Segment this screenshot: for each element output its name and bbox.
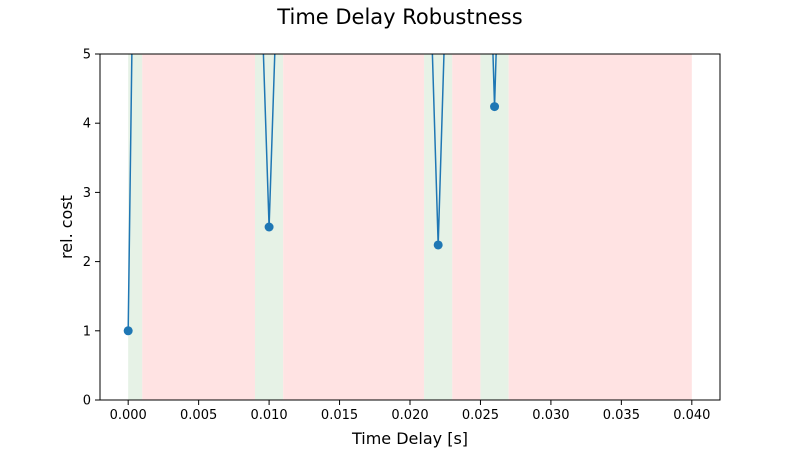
y-axis-ticks: 0 1 2 3 4 5 bbox=[83, 48, 100, 409]
chart-title: Time Delay Robustness bbox=[276, 5, 522, 29]
x-tick-label-3: 0.015 bbox=[321, 408, 358, 423]
data-point-1 bbox=[264, 222, 274, 232]
x-tick-label-8: 0.040 bbox=[673, 408, 710, 423]
y-tick-label-3: 3 bbox=[83, 186, 91, 201]
x-tick-label-1: 0.005 bbox=[180, 408, 217, 423]
region-stable-6 bbox=[480, 54, 509, 400]
x-axis-label: Time Delay [s] bbox=[351, 429, 468, 448]
x-axis-ticks: 0.000 0.005 0.010 0.015 0.020 0.025 0.030 0.035… bbox=[110, 400, 710, 423]
data-point-3 bbox=[490, 102, 500, 112]
y-tick-label-2: 2 bbox=[83, 255, 91, 270]
y-tick-label-1: 1 bbox=[83, 324, 91, 339]
y-tick-label-4: 4 bbox=[83, 117, 91, 132]
x-tick-label-6: 0.030 bbox=[532, 408, 569, 423]
y-axis-label: rel. cost bbox=[57, 195, 76, 259]
region-unstable-7 bbox=[508, 54, 692, 400]
x-tick-label-5: 0.025 bbox=[462, 408, 499, 423]
x-tick-label-4: 0.020 bbox=[391, 408, 428, 423]
data-point-2 bbox=[433, 240, 443, 250]
y-tick-label-0: 0 bbox=[83, 394, 91, 409]
x-tick-label-7: 0.035 bbox=[603, 408, 640, 423]
y-tick-label-5: 5 bbox=[83, 48, 91, 63]
data-point-0 bbox=[123, 326, 133, 336]
x-tick-label-0: 0.000 bbox=[110, 408, 147, 423]
region-stable-0 bbox=[128, 54, 143, 400]
x-tick-label-2: 0.010 bbox=[250, 408, 287, 423]
cost-markers bbox=[123, 102, 500, 336]
region-unstable-5 bbox=[452, 54, 481, 400]
region-unstable-1 bbox=[142, 54, 255, 400]
stability-regions bbox=[128, 54, 692, 400]
region-unstable-3 bbox=[283, 54, 425, 400]
